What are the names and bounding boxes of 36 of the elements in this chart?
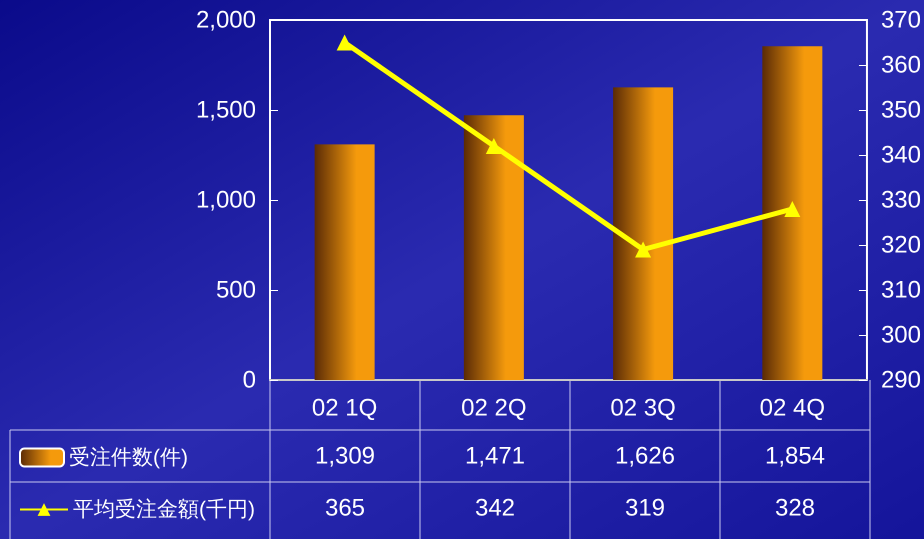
bar xyxy=(464,115,524,380)
point xyxy=(336,34,353,50)
legend-label: 受注件数(件) xyxy=(69,446,188,469)
y2-tick-label: 350 xyxy=(880,96,922,124)
data-label: 1,854 xyxy=(764,442,826,470)
data-label: 365 xyxy=(324,494,366,522)
x-tick-label: 02 3Q xyxy=(610,394,676,422)
data-label: 1,626 xyxy=(614,442,676,470)
data-label: 342 xyxy=(474,494,516,522)
x-tick-label: 02 1Q xyxy=(312,394,378,422)
y2-tick-label: 340 xyxy=(880,142,922,168)
data-label: 1,471 xyxy=(464,442,526,470)
point xyxy=(635,242,652,258)
bar xyxy=(314,144,375,380)
y2-tick-label: 360 xyxy=(880,52,922,78)
point xyxy=(486,138,502,154)
y-tick-label: 2,000 xyxy=(196,6,256,34)
data-label: 328 xyxy=(774,494,816,522)
y-tick-label: 1,000 xyxy=(196,186,256,214)
y-tick-label: 1,500 xyxy=(196,96,256,124)
y2-tick-label: 370 xyxy=(880,6,922,34)
x-tick-label: 02 2Q xyxy=(461,394,527,422)
bar xyxy=(613,87,674,380)
y2-tick-label: 320 xyxy=(880,232,922,258)
x-tick-label: 02 4Q xyxy=(760,394,826,422)
y2-tick-label: 300 xyxy=(880,322,922,348)
data-label: 1,309 xyxy=(314,442,376,470)
y2-tick-label: 330 xyxy=(880,186,922,214)
y-tick-label: 0 xyxy=(242,366,256,394)
y2-tick-label: 290 xyxy=(880,366,922,394)
y2-tick-label: 310 xyxy=(880,276,922,304)
bar xyxy=(762,46,822,380)
legend-label: 平均受注金額(千円) xyxy=(73,498,255,521)
point xyxy=(784,201,800,217)
y-tick-label: 500 xyxy=(216,276,256,304)
data-label: 319 xyxy=(624,494,666,522)
